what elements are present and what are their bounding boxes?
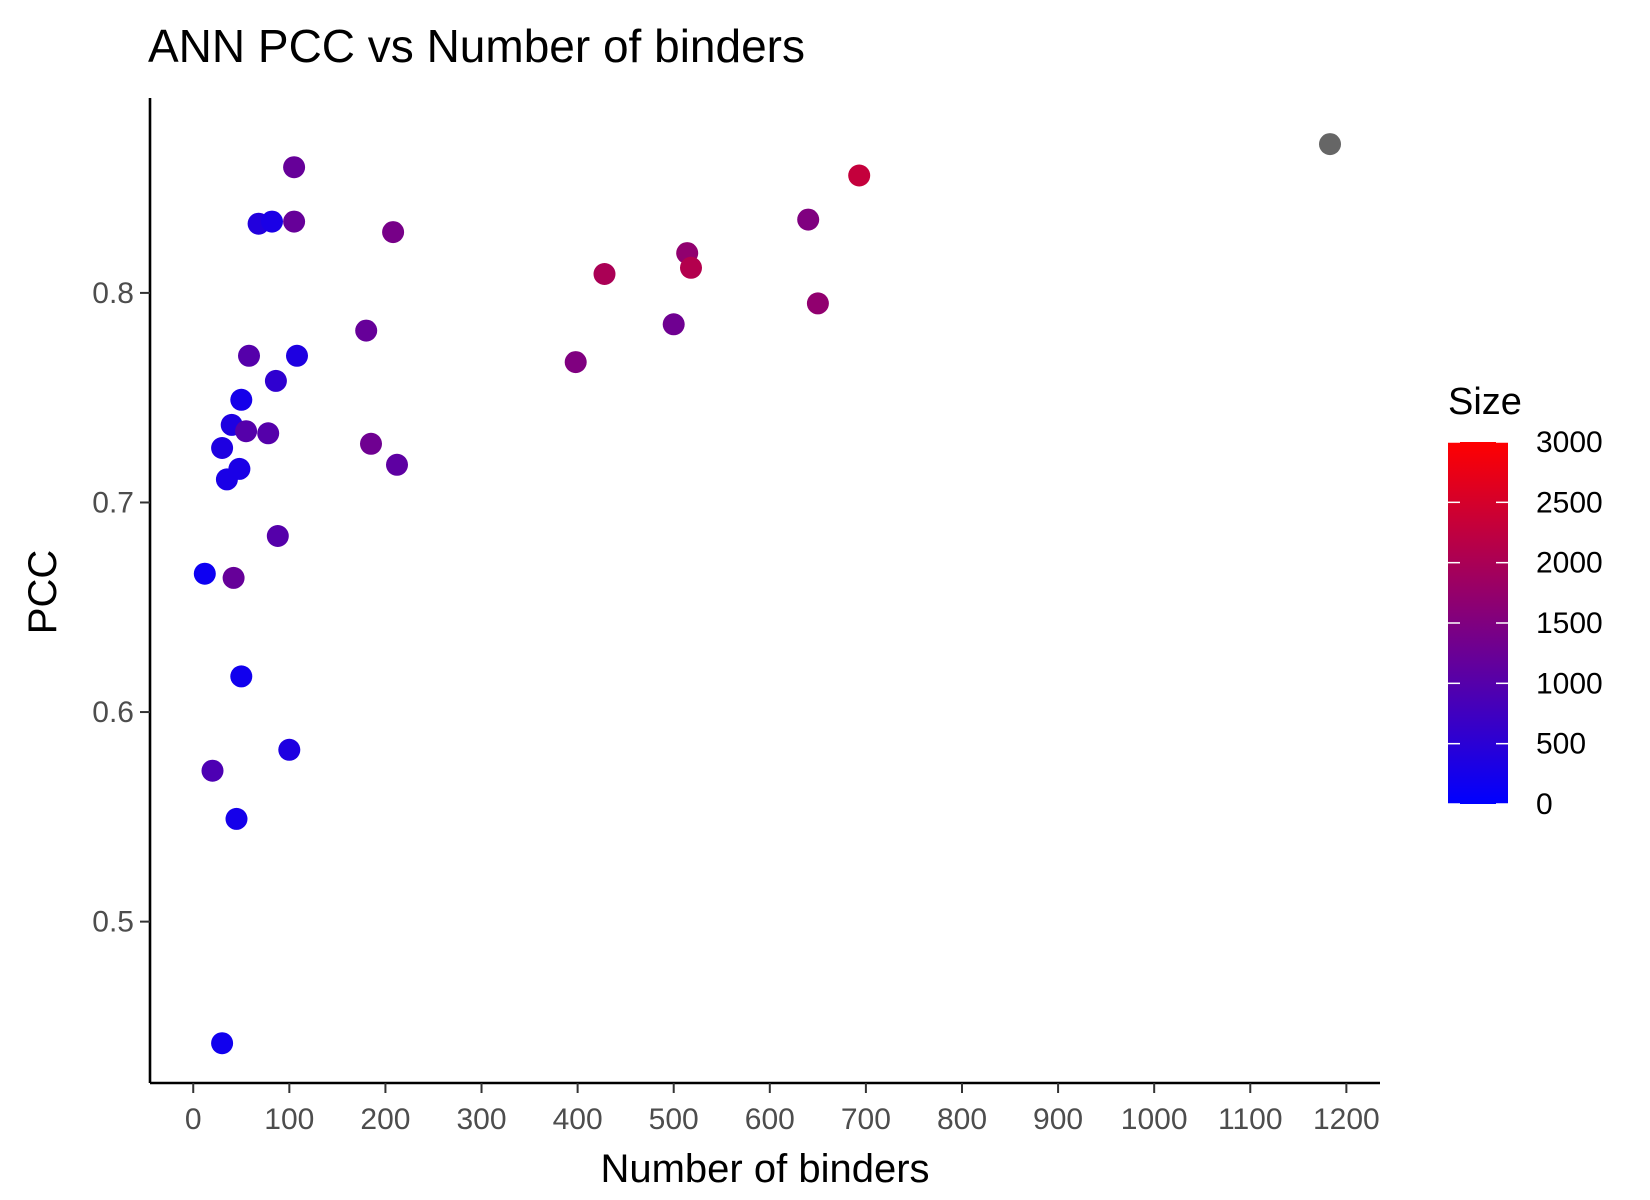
data-point-27 — [564, 351, 587, 374]
x-tick-label-1200: 1200 — [1313, 1103, 1380, 1136]
data-point-19 — [278, 738, 301, 761]
legend-label-1500: 1500 — [1536, 607, 1603, 640]
x-tick-label-400: 400 — [553, 1103, 603, 1136]
data-point-10 — [230, 665, 253, 688]
data-point-15 — [257, 422, 280, 445]
legend-label-2000: 2000 — [1536, 547, 1603, 580]
data-point-21 — [283, 156, 306, 179]
x-tick-label-0: 0 — [185, 1103, 202, 1136]
points-layer — [193, 133, 1341, 1055]
legend-label-3000: 3000 — [1536, 426, 1603, 459]
y-tick-label-0.5: 0.5 — [92, 906, 134, 939]
data-point-1 — [193, 562, 216, 585]
y-axis-ticks: 0.5 0.6 0.7 0.8 — [92, 277, 150, 939]
data-point-26 — [386, 453, 408, 476]
data-point-16 — [261, 210, 283, 233]
data-point-7 — [222, 566, 245, 589]
data-point-24 — [360, 432, 382, 455]
chart-title: ANN PCC vs Number of binders — [148, 20, 805, 72]
data-point-4 — [211, 1032, 234, 1055]
legend-label-1000: 1000 — [1536, 667, 1603, 700]
data-point-34 — [848, 164, 871, 187]
x-tick-label-800: 800 — [937, 1103, 987, 1136]
data-point-32 — [797, 208, 820, 231]
data-point-22 — [286, 344, 308, 367]
x-tick-label-500: 500 — [649, 1103, 699, 1136]
data-point-9 — [228, 457, 251, 480]
y-tick-label-0.8: 0.8 — [92, 277, 134, 310]
data-point-20 — [283, 210, 306, 233]
data-point-12 — [235, 420, 258, 443]
x-tick-label-700: 700 — [841, 1103, 891, 1136]
x-tick-label-900: 900 — [1033, 1103, 1083, 1136]
data-point-8 — [225, 807, 248, 830]
y-axis-title: PCC — [21, 550, 65, 634]
x-tick-label-100: 100 — [264, 1103, 314, 1136]
data-point-23 — [355, 319, 378, 342]
legend-label-2500: 2500 — [1536, 486, 1603, 519]
legend-label-500: 500 — [1536, 728, 1586, 761]
data-point-29 — [662, 313, 685, 336]
data-point-25 — [382, 221, 405, 244]
x-tick-label-1000: 1000 — [1121, 1103, 1188, 1136]
data-point-17 — [264, 369, 287, 392]
legend-title: Size — [1448, 381, 1522, 423]
data-point-31 — [680, 256, 702, 279]
x-tick-label-300: 300 — [456, 1103, 506, 1136]
y-tick-label-0.7: 0.7 — [92, 486, 134, 519]
data-point-3 — [211, 437, 234, 459]
x-axis-ticks: 0 100 200 300 400 500 600 700 800 900 1000 1100 1200 — [185, 1083, 1380, 1136]
x-tick-label-1100: 1100 — [1218, 1103, 1283, 1136]
data-point-13 — [238, 344, 260, 367]
legend-label-0: 0 — [1536, 788, 1553, 821]
x-tick-label-200: 200 — [360, 1103, 410, 1136]
data-point-33 — [806, 292, 829, 315]
x-tick-label-600: 600 — [745, 1103, 795, 1136]
data-point-28 — [593, 263, 616, 285]
data-point-18 — [266, 525, 289, 547]
data-point-11 — [230, 388, 253, 411]
legend: Size 0 500 1000 1500 2000 2500 3000 — [1448, 381, 1603, 821]
legend-breaks: 0 500 1000 1500 2000 2500 3000 — [1448, 426, 1603, 821]
data-point-35 — [1319, 133, 1341, 156]
y-tick-label-0.6: 0.6 — [92, 696, 134, 729]
x-axis-title: Number of binders — [600, 1147, 929, 1191]
data-point-2 — [201, 759, 224, 782]
